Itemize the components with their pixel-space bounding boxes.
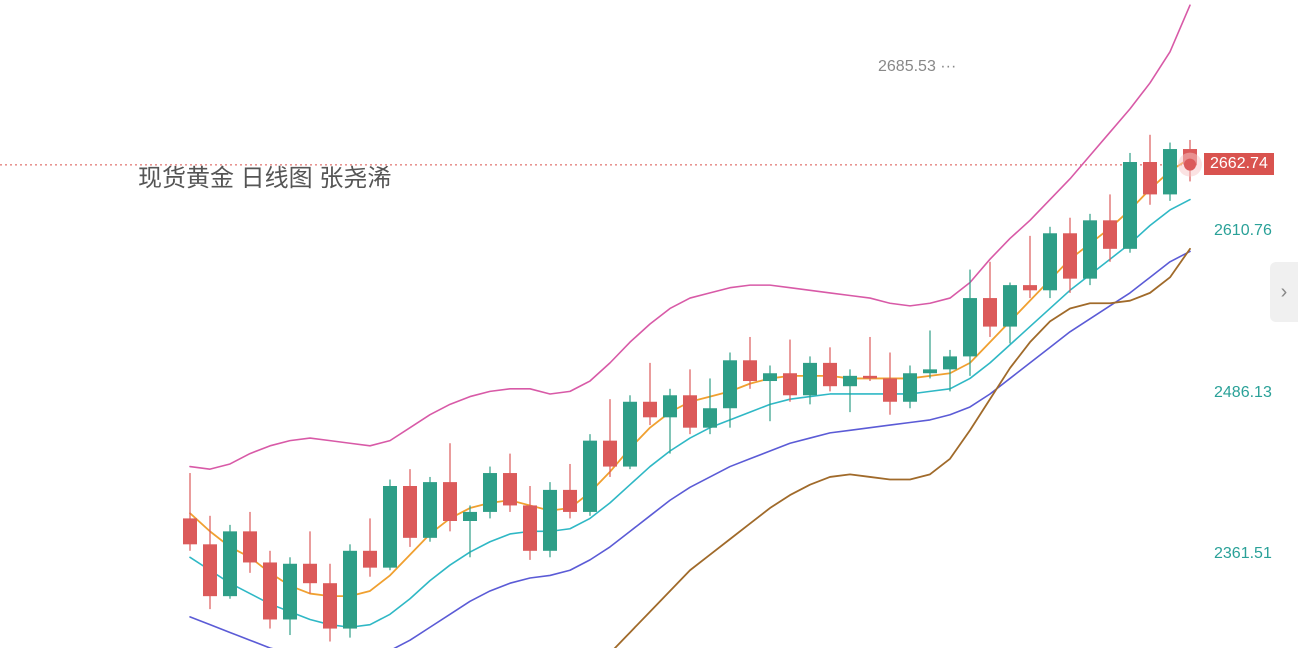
chart-canvas xyxy=(0,0,1298,648)
chevron-right-icon: › xyxy=(1281,281,1288,304)
expand-panel-button[interactable]: › xyxy=(1270,262,1298,322)
candlestick-chart[interactable]: 现货黄金 日线图 张尧浠 2685.53 ··· 2662.74 2610.76… xyxy=(0,0,1298,648)
